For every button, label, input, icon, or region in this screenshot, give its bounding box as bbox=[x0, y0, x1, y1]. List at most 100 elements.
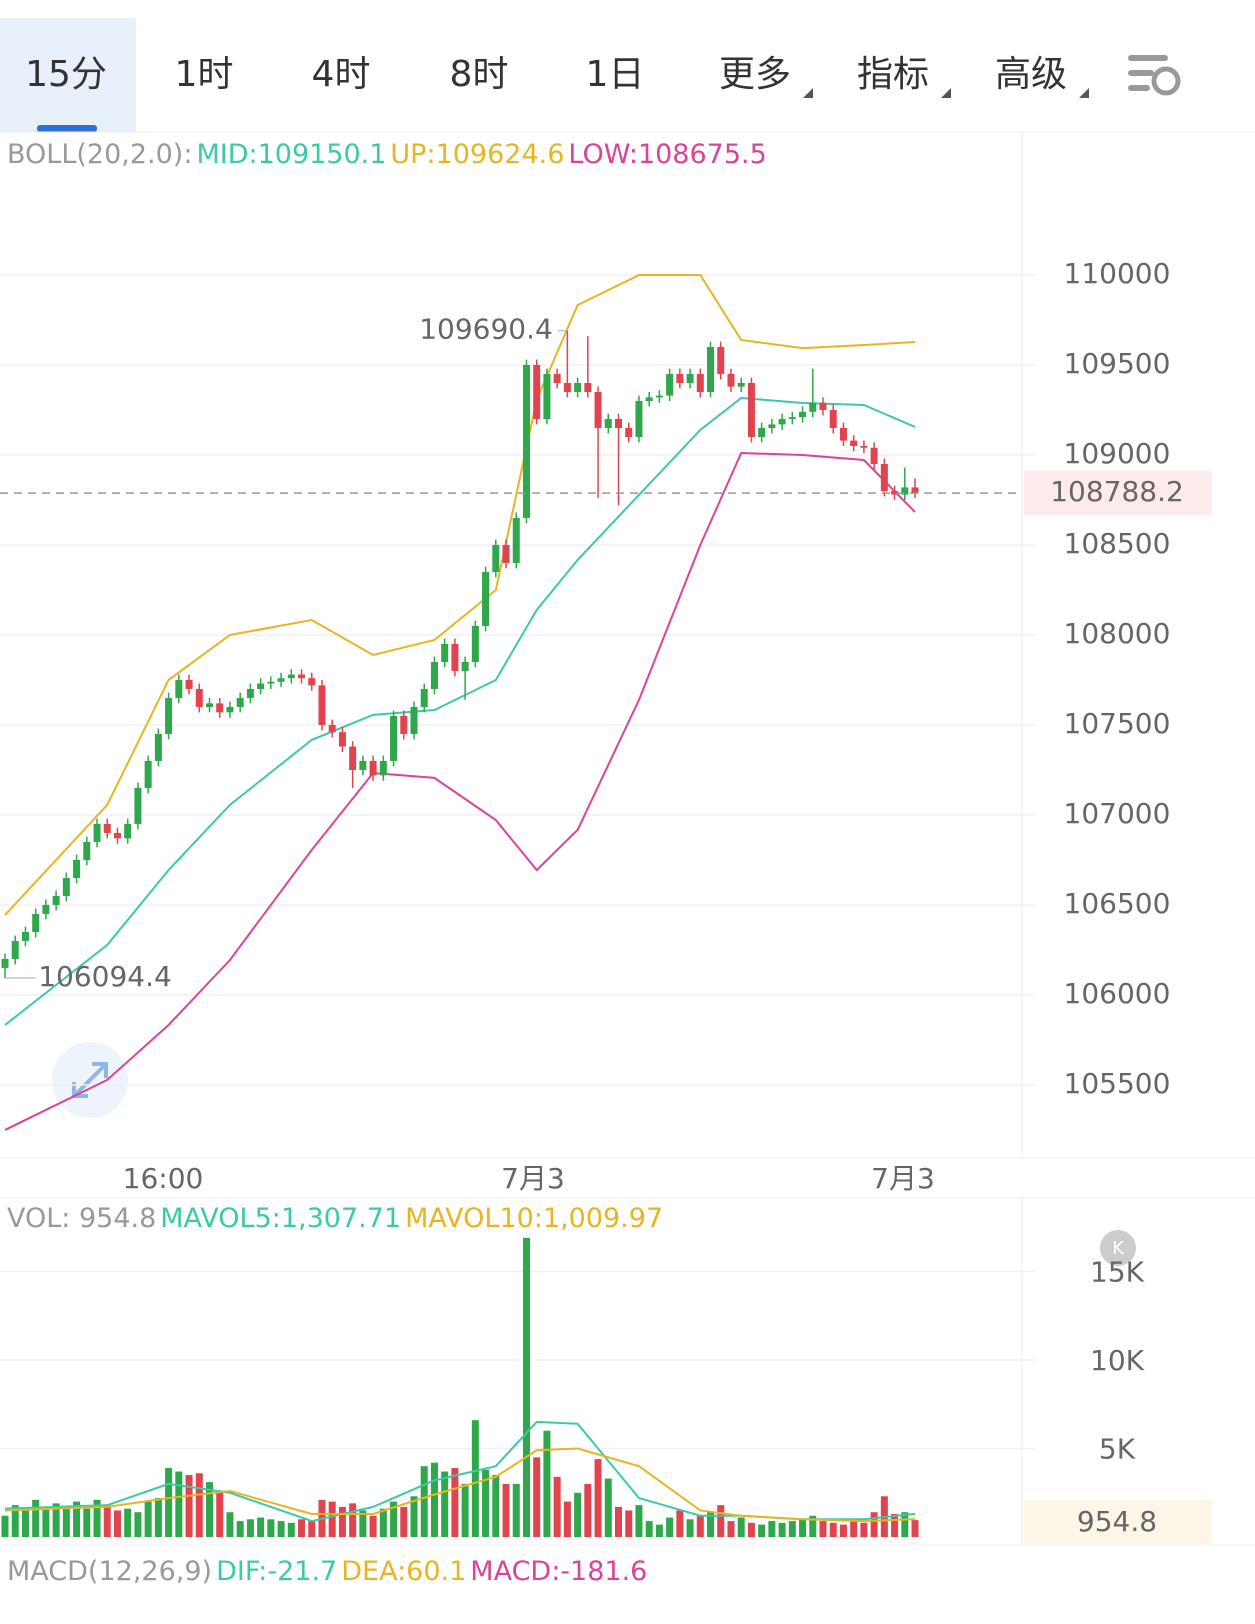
volume-bar bbox=[461, 1483, 469, 1537]
candle-body bbox=[819, 402, 827, 410]
dropdown-caret bbox=[1079, 88, 1089, 98]
last-price-bg bbox=[1024, 471, 1212, 516]
candle-body bbox=[707, 346, 715, 392]
candle-body bbox=[799, 411, 807, 418]
candle-body bbox=[298, 674, 306, 679]
last-volume-label: 954.8 bbox=[1077, 1505, 1157, 1538]
volume-bar bbox=[103, 1505, 111, 1537]
volume-bar bbox=[533, 1457, 541, 1537]
k-icon-text: K bbox=[1112, 1238, 1125, 1259]
tab[interactable]: 4时 bbox=[312, 54, 371, 95]
volume-bar bbox=[563, 1501, 571, 1537]
settings-icon[interactable] bbox=[1128, 55, 1181, 96]
candle-body bbox=[21, 931, 29, 941]
legend-item: MAVOL10:1,009.97 bbox=[405, 1203, 663, 1234]
volume-bar bbox=[113, 1510, 121, 1537]
volume-bar bbox=[778, 1522, 786, 1537]
volume-bar bbox=[829, 1522, 837, 1537]
volume-bar bbox=[175, 1471, 183, 1537]
volume-bar bbox=[32, 1499, 40, 1537]
candle-body bbox=[1, 958, 9, 968]
tab[interactable]: 高级 bbox=[995, 54, 1067, 95]
volume-bar bbox=[277, 1521, 285, 1537]
volume-bar bbox=[308, 1521, 316, 1537]
volume-bar bbox=[267, 1519, 275, 1537]
volume-bar bbox=[420, 1466, 428, 1537]
y-tick-label: 106500 bbox=[1064, 887, 1171, 920]
candle-body bbox=[666, 373, 674, 396]
candle-body bbox=[52, 895, 60, 905]
y-tick-label: 110000 bbox=[1064, 257, 1171, 290]
volume-bar bbox=[645, 1521, 653, 1537]
tab[interactable]: 指标 bbox=[857, 54, 929, 95]
candle-body bbox=[257, 683, 265, 689]
volume-bar bbox=[328, 1501, 336, 1537]
volume-bar bbox=[696, 1515, 704, 1537]
volume-bar bbox=[482, 1469, 490, 1537]
volume-bar bbox=[134, 1512, 142, 1537]
candle-body bbox=[277, 678, 285, 682]
k-icon[interactable] bbox=[1100, 1230, 1136, 1266]
candle-body bbox=[185, 679, 193, 689]
volume-bar bbox=[727, 1521, 735, 1537]
mavol-line bbox=[4, 1420, 916, 1523]
volume-bar bbox=[850, 1521, 858, 1537]
candle-body bbox=[604, 418, 612, 428]
candle-body bbox=[349, 746, 357, 770]
volume-bar bbox=[430, 1462, 438, 1537]
volume-bar bbox=[522, 1237, 530, 1537]
tab[interactable]: 更多 bbox=[719, 54, 791, 95]
volume-bar bbox=[676, 1510, 684, 1537]
candle-body bbox=[502, 544, 510, 563]
y-tick-label: 107000 bbox=[1064, 797, 1171, 830]
volume-bar bbox=[441, 1471, 449, 1537]
candle-body bbox=[62, 877, 70, 896]
volume-bar bbox=[809, 1515, 817, 1537]
volume-bar bbox=[1, 1515, 9, 1537]
volume-bar bbox=[216, 1492, 224, 1537]
candle-body bbox=[461, 661, 469, 671]
volume-bar bbox=[911, 1520, 919, 1537]
volume-bar bbox=[379, 1508, 387, 1537]
legend-item: MID:109150.1 bbox=[196, 139, 386, 170]
candle-body bbox=[83, 841, 91, 860]
dropdown-caret bbox=[941, 88, 951, 98]
candle-body bbox=[512, 517, 520, 563]
candle-body bbox=[492, 544, 500, 572]
volume-bar bbox=[901, 1512, 909, 1537]
candle-body bbox=[154, 733, 162, 761]
tab[interactable]: 8时 bbox=[450, 54, 509, 95]
volume-bar bbox=[492, 1475, 500, 1537]
candle-body bbox=[441, 643, 449, 662]
tab[interactable]: 15分 bbox=[25, 54, 107, 95]
volume-bar bbox=[124, 1508, 132, 1537]
candle-body bbox=[737, 382, 745, 387]
candle-body bbox=[410, 706, 418, 734]
candle-body bbox=[451, 643, 459, 671]
volume-bar bbox=[768, 1521, 776, 1537]
y-tick-label: 107500 bbox=[1064, 707, 1171, 740]
volume-bar bbox=[11, 1505, 19, 1537]
y-tick-label: 109000 bbox=[1064, 437, 1171, 470]
volume-bar bbox=[747, 1522, 755, 1537]
y-tick-label: 106000 bbox=[1064, 977, 1171, 1010]
tab[interactable]: 1时 bbox=[175, 54, 234, 95]
candle-body bbox=[134, 787, 142, 824]
volume-bar bbox=[666, 1517, 674, 1537]
candle-body bbox=[829, 409, 837, 428]
tab[interactable]: 1日 bbox=[586, 54, 645, 95]
boll-line bbox=[4, 396, 916, 1026]
candle-body bbox=[400, 715, 408, 734]
candle-body bbox=[747, 382, 755, 437]
candle-body bbox=[124, 823, 132, 839]
volume-bar bbox=[860, 1522, 868, 1537]
volume-bar bbox=[604, 1478, 612, 1537]
volume-bar bbox=[62, 1506, 70, 1537]
volume-bar bbox=[185, 1475, 193, 1537]
candle-body bbox=[860, 445, 868, 448]
volume-bar bbox=[390, 1501, 398, 1537]
candle-body bbox=[216, 703, 224, 713]
candle-body bbox=[206, 703, 213, 707]
legend-item: MACD:-181.6 bbox=[470, 1556, 647, 1587]
